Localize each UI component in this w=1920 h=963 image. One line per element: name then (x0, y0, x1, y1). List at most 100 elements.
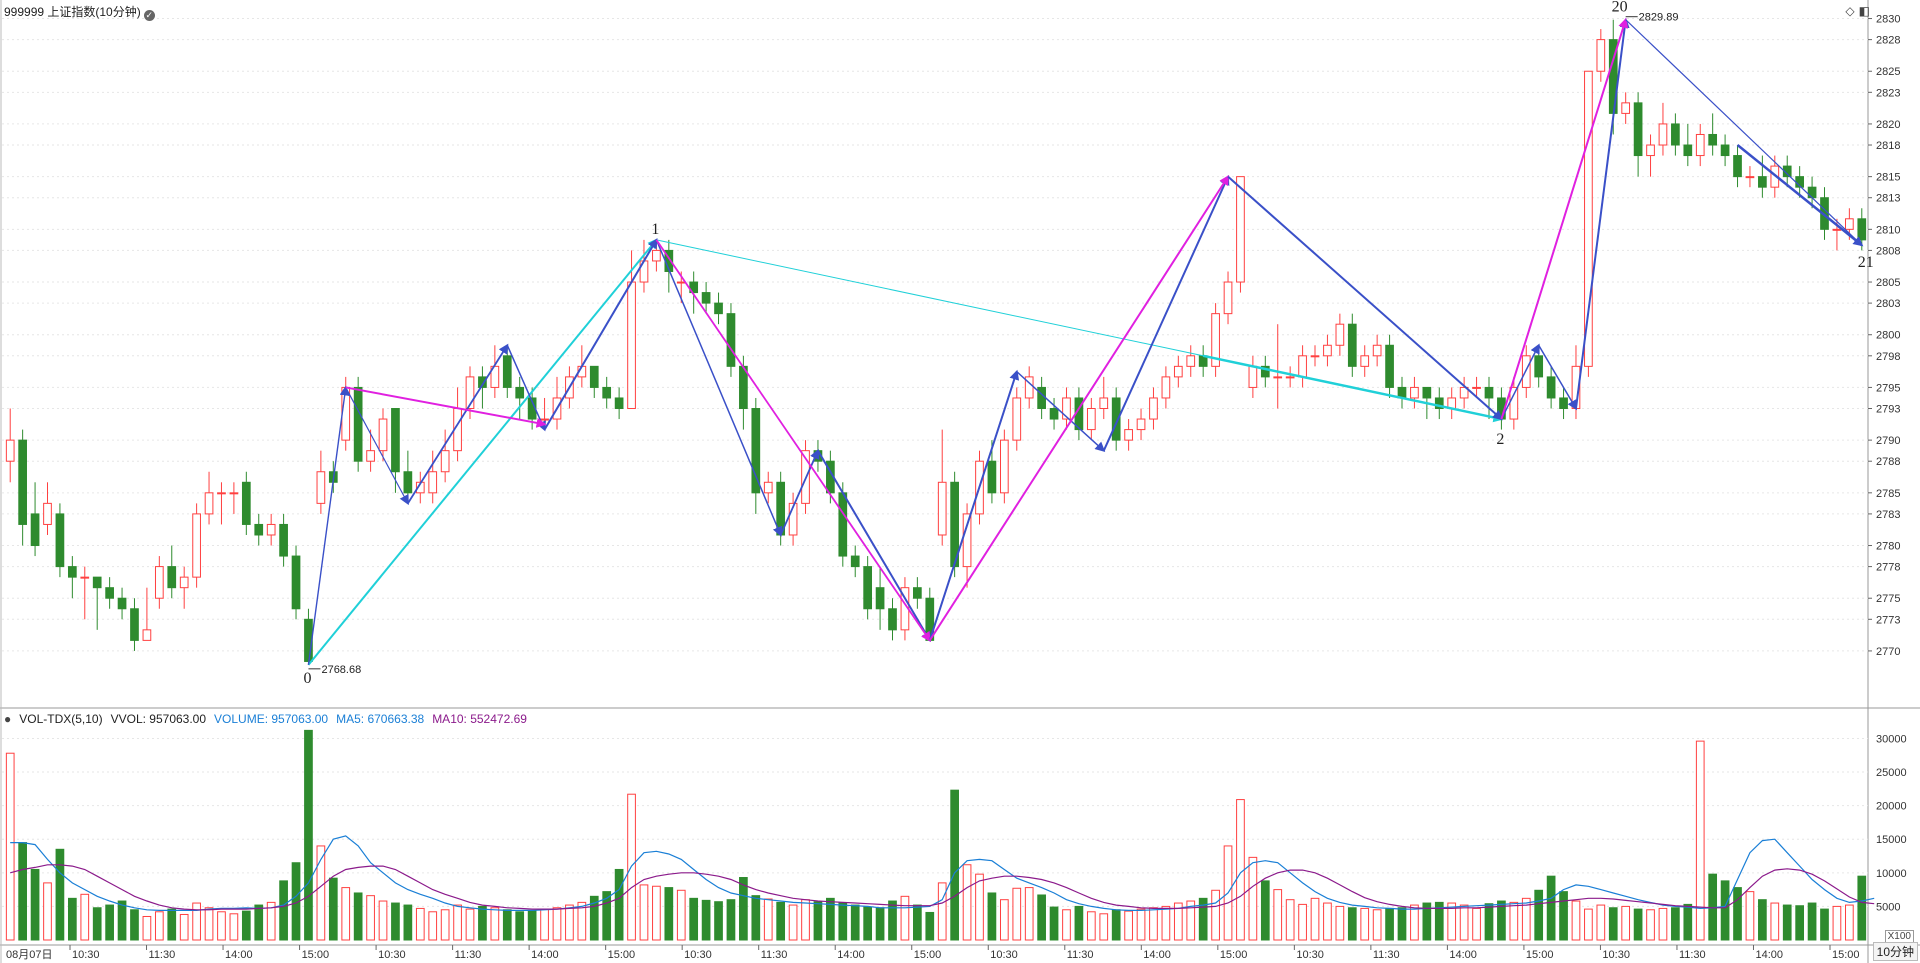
candle-body (1596, 39, 1606, 72)
price-tick-label: 2813 (1876, 193, 1900, 205)
candle-body (1695, 133, 1705, 157)
volume-bar (577, 901, 587, 941)
volume-tick-label: 15000 (1876, 834, 1907, 846)
gear-icon[interactable]: ● (4, 712, 12, 726)
candle-body (788, 502, 798, 536)
wave-label: 1 (651, 221, 659, 238)
price-tick-label: 2825 (1876, 66, 1900, 78)
volume-bar (975, 873, 984, 941)
candle-body (999, 439, 1009, 494)
time-tick-label: 10:30 (378, 949, 406, 961)
volume-bar (1211, 889, 1220, 941)
low-price-label: 2768.68 (321, 664, 361, 676)
volume-bar (788, 904, 798, 941)
gear-icon[interactable]: ✓ (143, 10, 155, 21)
candle-body (18, 439, 27, 525)
candle-body (1559, 397, 1568, 410)
wave-line (307, 238, 658, 666)
volume-bar (1546, 875, 1556, 941)
candle-body (627, 281, 636, 410)
candle-body (1347, 323, 1357, 367)
volume-bar (43, 882, 52, 941)
candle-body (962, 513, 972, 568)
volume-bar (279, 880, 288, 941)
price-tick-label: 2818 (1876, 140, 1900, 152)
period-selector[interactable]: 10分钟 (1872, 942, 1918, 961)
candle-body (1410, 386, 1419, 399)
volume-bar (1397, 907, 1407, 941)
candle-body (1534, 355, 1544, 378)
time-tick-label: 15:00 (1220, 949, 1248, 961)
candle-body (1434, 397, 1444, 410)
volume-bar (1534, 889, 1544, 941)
volume-bar (565, 904, 574, 941)
ma10-line (10, 864, 1875, 911)
candle-body (602, 386, 612, 399)
volume-bar (1198, 897, 1208, 941)
candle-body (1124, 429, 1133, 441)
candle-body (1136, 418, 1146, 431)
volume-bar (726, 899, 736, 941)
time-tick-label: 11:30 (761, 949, 788, 961)
volume-bar (1173, 902, 1183, 941)
candle-body (43, 502, 52, 525)
volume-bar (1559, 891, 1568, 941)
time-tick-label: 14:00 (1449, 949, 1477, 961)
chart-title: 999999 上证指数(10分钟) ✓ (4, 3, 155, 21)
volume-bar (1410, 904, 1419, 941)
volume-bar (378, 900, 388, 941)
panel-icon[interactable]: ◧ (1858, 4, 1870, 18)
candle-body (1236, 176, 1245, 283)
diamond-icon[interactable]: ◇ (1845, 4, 1855, 18)
candle-body (1484, 386, 1494, 399)
wave-line (1538, 344, 1577, 411)
volume-bar (304, 729, 313, 941)
volume-tick-label: 30000 (1876, 733, 1907, 745)
volume-bar (92, 907, 102, 941)
volume-bar (453, 904, 462, 941)
volume-bar (900, 895, 910, 941)
price-tick-label: 2783 (1876, 509, 1900, 521)
volume-bar (465, 908, 475, 941)
volume-bar (1832, 905, 1842, 941)
wave-line (345, 387, 409, 506)
ma5-line (10, 835, 1875, 912)
volume-bar (1646, 909, 1655, 941)
price-tick-label: 2810 (1876, 224, 1900, 236)
candle-body (1099, 397, 1109, 410)
wave-line (817, 450, 931, 643)
wave-line (1500, 343, 1540, 420)
volume-bar (415, 907, 425, 941)
volume-bar (913, 904, 922, 941)
time-tick-label: 14:00 (1143, 949, 1171, 961)
volume-bar (18, 842, 27, 941)
volume-bar (676, 889, 686, 941)
volume-bar (1521, 897, 1531, 941)
corner-icons: ◇ ◧ (1841, 4, 1870, 18)
volume-bar (838, 902, 848, 941)
volume-bar (1608, 907, 1618, 941)
price-tick-label: 2823 (1876, 87, 1900, 99)
candle-body (366, 450, 375, 462)
time-tick-label: 15:00 (914, 949, 942, 961)
candle-body (403, 471, 413, 494)
volume-bar (925, 911, 935, 941)
candle-body (1509, 386, 1519, 420)
candle-body (241, 481, 251, 525)
chart-title-text: 999999 上证指数(10分钟) (4, 5, 141, 19)
time-tick-label: 15:00 (1832, 949, 1860, 961)
price-tick-label: 2815 (1876, 172, 1900, 184)
volume-bar (1037, 894, 1046, 941)
candle-body (1683, 144, 1693, 157)
candle-body (154, 566, 164, 599)
candle-body (589, 365, 599, 388)
candle-body (391, 408, 400, 473)
volume-bar (1347, 907, 1357, 941)
volume-bar (1745, 891, 1755, 941)
volume-bar (1360, 907, 1370, 941)
volume-bar (1372, 909, 1382, 941)
candle-body (1062, 397, 1071, 420)
volume-bar (950, 789, 959, 941)
